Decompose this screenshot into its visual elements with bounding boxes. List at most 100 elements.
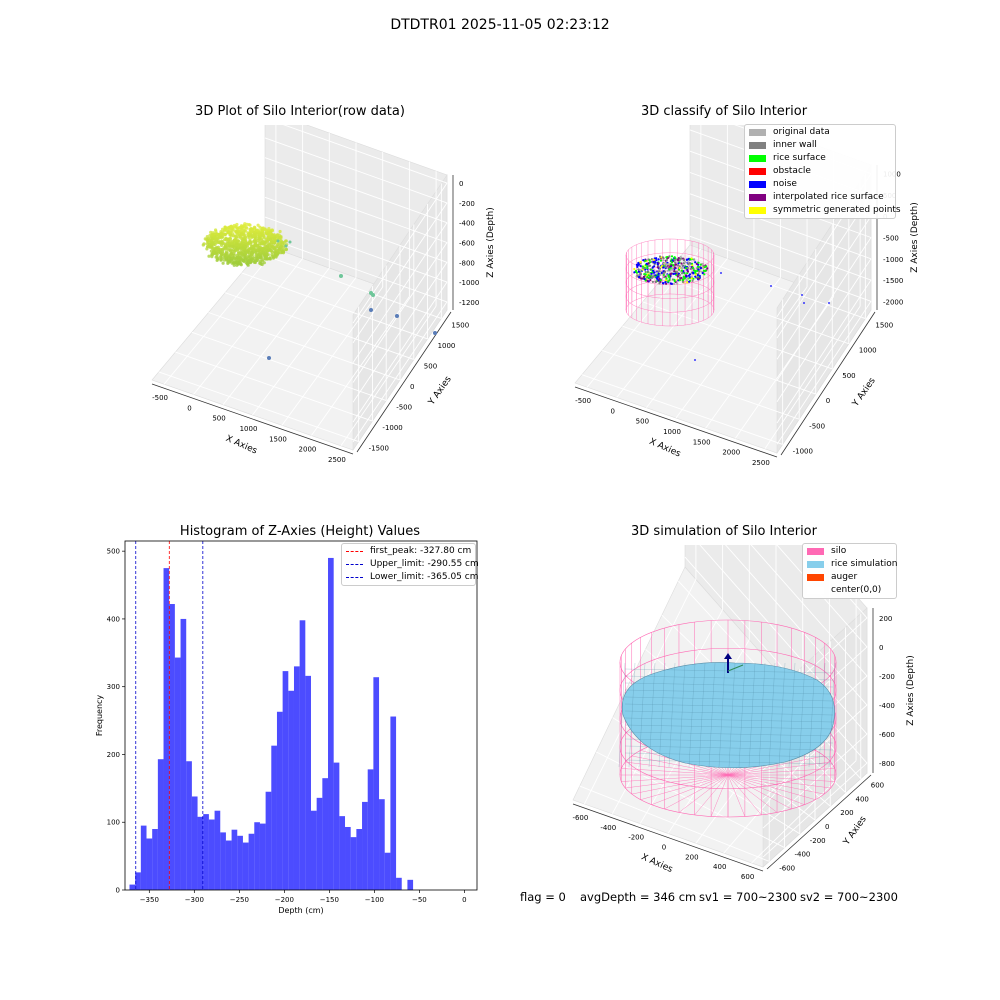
legend-swatch <box>807 587 824 594</box>
plot2-x-tick-label: 0 <box>611 407 615 415</box>
plot1-x-tick-label: -500 <box>152 394 168 402</box>
legend-item: Lower_limit: -365.05 cm <box>342 571 479 584</box>
legend-swatch <box>807 574 824 581</box>
figure-title: DTDTR01 2025-11-05 02:23:12 <box>390 17 610 33</box>
legend-label: symmetric generated points <box>773 205 901 215</box>
plot1-y-tick-label: -1000 <box>382 424 402 432</box>
plot2-y-tick-label: 1500 <box>875 322 893 330</box>
plot1-z-tick-label: 0 <box>459 180 463 188</box>
plot1-title: 3D Plot of Silo Interior(row data) <box>195 104 405 119</box>
plot4-y-tick-label: -400 <box>794 851 810 859</box>
histogram-bar <box>316 797 323 890</box>
histogram-bar <box>254 822 260 890</box>
histogram-bar <box>140 825 147 890</box>
histogram-bar <box>180 618 187 890</box>
histogram-bar <box>379 799 385 890</box>
plot4-y-tick-label: 0 <box>825 823 829 831</box>
plot2-y-axis-label: Y Axies <box>850 376 878 409</box>
histogram-bar <box>305 675 311 890</box>
flag-text: flag = 0 <box>520 890 566 904</box>
plot1-z-tick-label: -1200 <box>459 299 479 307</box>
histogram-x-tick-label: −350 <box>140 896 159 904</box>
plot4-z-tick-label: -800 <box>879 760 895 768</box>
legend-label: Lower_limit: -365.05 cm <box>370 572 479 582</box>
plot1-y-tick-label: -500 <box>396 404 412 412</box>
legend-item: Upper_limit: -290.55 cm <box>342 558 479 571</box>
histogram-frame <box>124 540 478 891</box>
histogram-bar <box>163 568 170 890</box>
plot1-z-tick-label: -1000 <box>459 279 479 287</box>
plot4-x-axis-label: X Axies <box>640 852 675 875</box>
plot2-z-tick-label: -2000 <box>883 298 903 306</box>
legend-swatch <box>749 168 766 175</box>
plot1-z-tick-label: -400 <box>459 220 475 228</box>
plot4-z-tick-label: -200 <box>879 673 895 681</box>
plot2-x-tick-label: 1000 <box>663 428 681 436</box>
legend-item: symmetric generated points <box>745 204 901 217</box>
histogram-bar <box>328 557 334 890</box>
plot2-y-tick-label: 500 <box>842 372 855 380</box>
plot4-x-tick-label: 400 <box>713 863 726 871</box>
histogram-bar <box>288 690 294 890</box>
plot4-3d-axes: -600-400-2000200400600-600-400-200020040… <box>572 545 916 881</box>
legend-label: silo <box>831 546 847 556</box>
histogram-bar <box>203 814 209 890</box>
histogram-x-tick-label: −100 <box>365 896 384 904</box>
legend-label: auger <box>831 572 858 582</box>
plot1-y-axis-line <box>356 311 452 453</box>
histogram-bar <box>390 716 397 890</box>
histogram-x-tick-label: −250 <box>230 896 249 904</box>
plot1-y-tick-label: 0 <box>410 383 414 391</box>
plot1-x-axis-line <box>151 383 354 455</box>
plot2-x-tick-label: -500 <box>575 397 591 405</box>
plot2-x-tick-label: 1500 <box>693 438 711 446</box>
histogram-bar <box>237 835 243 890</box>
histogram-x-tick-label: 0 <box>462 896 466 904</box>
legend-label: interpolated rice surface <box>773 192 884 202</box>
histogram-bar <box>333 762 340 890</box>
histogram-bar <box>396 877 402 890</box>
plot2-z-axis-label: Z Axies (Depth) <box>910 202 920 273</box>
plot2-y-tick-label: -500 <box>809 422 825 430</box>
legend-item: obstacle <box>745 165 895 178</box>
plot1-3d-axes: -500 0 500 1000 1500 2000 2500 -1500 -1000 -500 0 5… <box>151 125 496 464</box>
legend-item: original data <box>745 126 895 139</box>
plot4-y-tick-label: -600 <box>779 864 795 872</box>
plot2-title: 3D classify of Silo Interior <box>640 104 808 119</box>
plot2-x-tick-label: 2500 <box>752 459 770 467</box>
plot1-x-tick-label: 1500 <box>269 435 287 443</box>
plot1-x-tick-label: 2000 <box>299 446 317 454</box>
legend-item: center(0,0) <box>803 584 896 597</box>
histogram-x-tick-label: −150 <box>320 896 339 904</box>
histogram-legend: first_peak: -327.80 cm Upper_limit: -290.… <box>341 543 479 586</box>
legend-item: silo <box>803 545 896 558</box>
legend-label: obstacle <box>773 166 811 176</box>
plot1-y-axis-label: Y Axies <box>426 374 454 407</box>
auger-arm <box>727 664 744 672</box>
plot1-y-tick-label: 500 <box>424 362 437 370</box>
histogram-bar <box>407 879 414 890</box>
legend-label: Upper_limit: -290.55 cm <box>370 559 479 569</box>
histogram-y-tick-label: 100 <box>107 819 120 827</box>
plot2-z-tick-label: -1000 <box>883 256 903 264</box>
plot2-y-tick-label: 1000 <box>859 347 877 355</box>
histogram-y-axis-label: Frequency <box>95 695 104 737</box>
plot4-x-tick-label: -600 <box>572 814 588 822</box>
plot4-y-axis-label: Y Axies <box>841 814 869 847</box>
histogram-bar <box>310 810 317 890</box>
histogram-bar <box>350 837 357 890</box>
legend-swatch <box>749 142 766 149</box>
histogram-bar <box>356 829 363 890</box>
plot2-legend: original data inner wall rice surface obsta… <box>744 124 901 219</box>
plot1-y-tick-label: 1000 <box>438 342 456 350</box>
plot4-auger <box>724 653 744 673</box>
legend-swatch <box>807 548 824 555</box>
plot1-point-cloud <box>201 222 437 360</box>
histogram-bar <box>362 801 368 890</box>
histogram-bar <box>169 604 175 890</box>
histogram-bar <box>299 620 306 890</box>
plot2-z-tick-label: -500 <box>883 235 899 243</box>
histogram-bar <box>191 796 198 890</box>
plot1-x-tick-label: 500 <box>212 415 225 423</box>
legend-swatch <box>749 129 766 136</box>
